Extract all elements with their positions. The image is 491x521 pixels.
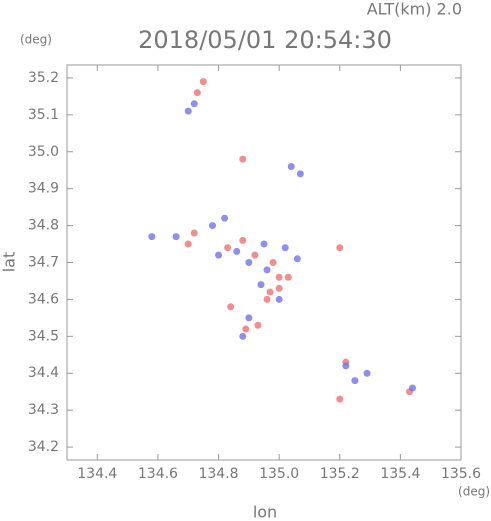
y-tick-label: 34.7 bbox=[28, 255, 59, 271]
echo-point bbox=[336, 244, 344, 252]
echo-point bbox=[224, 244, 232, 252]
y-tick-label: 34.3 bbox=[28, 402, 59, 418]
echo-point bbox=[190, 229, 198, 237]
y-unit: (deg) bbox=[20, 33, 52, 47]
echo-point bbox=[287, 163, 295, 171]
x-tick-label: 134.8 bbox=[198, 466, 238, 482]
echo-point bbox=[251, 251, 259, 259]
echo-point bbox=[239, 332, 247, 340]
x-axis-label: lon bbox=[253, 503, 277, 521]
echo-point bbox=[275, 284, 283, 292]
echo-point bbox=[260, 240, 268, 248]
echo-point bbox=[336, 395, 344, 403]
echo-point bbox=[263, 295, 271, 303]
echo-point bbox=[296, 170, 304, 178]
echo-point bbox=[239, 236, 247, 244]
echo-point bbox=[342, 362, 350, 370]
x-tick-label: 135.2 bbox=[320, 466, 360, 482]
echo-point bbox=[266, 288, 274, 296]
echo-point bbox=[284, 273, 292, 281]
echo-point bbox=[184, 107, 192, 115]
echo-point bbox=[409, 384, 417, 392]
y-tick-label: 34.8 bbox=[28, 218, 59, 234]
echo-point bbox=[242, 325, 250, 333]
echo-point bbox=[184, 240, 192, 248]
y-tick-label: 35.0 bbox=[28, 144, 59, 160]
plot-frame bbox=[66, 64, 462, 461]
echo-point bbox=[221, 214, 229, 222]
echo-point bbox=[193, 89, 201, 97]
echo-point bbox=[245, 314, 253, 322]
echo-point bbox=[245, 259, 253, 266]
y-tick-label: 34.9 bbox=[28, 181, 59, 197]
echo-point bbox=[239, 155, 247, 163]
echo-point bbox=[257, 281, 265, 289]
x-tick-label: 135.4 bbox=[380, 466, 420, 482]
chart-subtitle: ALT(km) 2.0 bbox=[367, 0, 462, 19]
echo-point bbox=[190, 100, 198, 108]
echo-point bbox=[199, 78, 207, 86]
echo-point bbox=[227, 303, 235, 311]
echo-point bbox=[363, 369, 371, 377]
y-axis-label: lat bbox=[0, 252, 19, 273]
echo-point bbox=[281, 244, 289, 252]
y-tick-label: 34.4 bbox=[28, 365, 59, 381]
y-tick-label: 34.6 bbox=[28, 291, 59, 307]
y-tick-label: 35.1 bbox=[28, 107, 59, 123]
echo-point bbox=[351, 377, 359, 385]
x-tick-label: 135.6 bbox=[441, 466, 481, 482]
echo-point bbox=[275, 295, 283, 303]
echo-point bbox=[215, 251, 223, 259]
echo-point bbox=[254, 321, 262, 329]
chart-title: 2018/05/01 20:54:30 bbox=[138, 26, 392, 54]
y-tick-label: 35.2 bbox=[28, 70, 59, 86]
echo-point bbox=[293, 255, 301, 263]
y-tick-label: 34.5 bbox=[28, 328, 59, 344]
x-unit: (deg) bbox=[458, 485, 490, 499]
echo-point bbox=[269, 259, 277, 266]
echo-point bbox=[208, 222, 216, 230]
echo-point bbox=[263, 266, 271, 274]
x-tick-label: 135.0 bbox=[259, 466, 299, 482]
echo-point bbox=[148, 233, 156, 241]
echo-point bbox=[275, 273, 283, 281]
echo-point bbox=[233, 247, 241, 255]
y-tick-label: 34.2 bbox=[28, 439, 59, 455]
x-tick-label: 134.4 bbox=[77, 466, 117, 482]
echo-point bbox=[172, 233, 180, 241]
x-tick-label: 134.6 bbox=[138, 466, 178, 482]
